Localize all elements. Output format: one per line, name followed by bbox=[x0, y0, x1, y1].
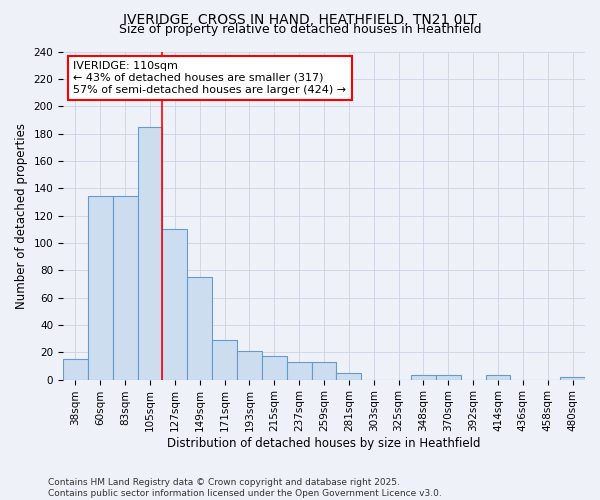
Text: Size of property relative to detached houses in Heathfield: Size of property relative to detached ho… bbox=[119, 22, 481, 36]
Bar bbox=[237, 351, 262, 380]
Bar bbox=[88, 196, 113, 380]
Bar bbox=[137, 126, 163, 380]
Bar bbox=[485, 376, 511, 380]
Bar bbox=[411, 376, 436, 380]
Text: IVERIDGE, CROSS IN HAND, HEATHFIELD, TN21 0LT: IVERIDGE, CROSS IN HAND, HEATHFIELD, TN2… bbox=[123, 12, 477, 26]
X-axis label: Distribution of detached houses by size in Heathfield: Distribution of detached houses by size … bbox=[167, 437, 481, 450]
Bar bbox=[113, 196, 137, 380]
Bar bbox=[212, 340, 237, 380]
Bar bbox=[187, 277, 212, 380]
Bar bbox=[163, 229, 187, 380]
Bar bbox=[436, 376, 461, 380]
Bar bbox=[560, 377, 585, 380]
Bar bbox=[337, 373, 361, 380]
Text: Contains HM Land Registry data © Crown copyright and database right 2025.
Contai: Contains HM Land Registry data © Crown c… bbox=[48, 478, 442, 498]
Bar bbox=[262, 356, 287, 380]
Bar bbox=[63, 359, 88, 380]
Y-axis label: Number of detached properties: Number of detached properties bbox=[15, 122, 28, 308]
Text: IVERIDGE: 110sqm
← 43% of detached houses are smaller (317)
57% of semi-detached: IVERIDGE: 110sqm ← 43% of detached house… bbox=[73, 62, 347, 94]
Bar bbox=[287, 362, 311, 380]
Bar bbox=[311, 362, 337, 380]
